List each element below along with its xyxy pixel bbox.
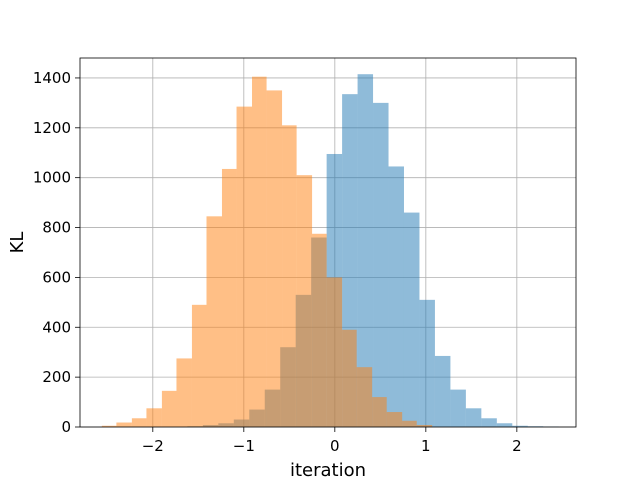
axis-ticks: −2 −1 0 1 2 0 200 400 600 800 1000 1200 1400 <box>33 69 522 455</box>
histogram-bar-series-1 <box>512 425 528 427</box>
histogram-bar-series-1 <box>496 423 513 427</box>
y-tick-label: 1400 <box>33 69 71 87</box>
y-tick-label: 800 <box>42 219 71 237</box>
histogram-bar-series-2 <box>221 168 237 427</box>
y-tick-label: 600 <box>42 268 71 286</box>
x-tick-label: 0 <box>330 437 340 455</box>
y-tick-label: 200 <box>42 368 71 386</box>
histogram-bar-series-2 <box>296 175 313 427</box>
histogram-bar-series-2 <box>386 412 403 427</box>
y-tick-label: 1200 <box>33 119 71 137</box>
x-tick-label: −1 <box>233 437 255 455</box>
histogram-bar-series-2 <box>342 329 357 427</box>
plot-frame <box>79 57 577 428</box>
histogram-bar-series-2 <box>312 233 327 427</box>
x-tick-label: 1 <box>421 437 431 455</box>
histogram-bar-series-1 <box>481 418 497 427</box>
histogram-bar-series-2 <box>402 420 417 427</box>
histogram-bar-series-2 <box>176 358 192 427</box>
histogram-bar-series-1 <box>403 212 420 427</box>
histogram-bar-series-2 <box>266 90 283 427</box>
histogram-bars <box>101 74 559 428</box>
histogram-bar-series-2 <box>236 106 253 428</box>
histogram-bar-series-1 <box>465 408 482 427</box>
histogram-bar-series-1 <box>450 389 466 427</box>
histogram-bar-series-2 <box>206 216 222 427</box>
y-tick-label: 400 <box>42 318 71 336</box>
y-axis-label: KL <box>7 232 28 254</box>
x-axis-label: iteration <box>290 460 366 480</box>
y-tick-label: 1000 <box>33 169 71 187</box>
histogram-bar-series-2 <box>416 425 433 427</box>
histogram-bar-series-2 <box>191 304 207 427</box>
histogram-bar-series-1 <box>434 355 451 427</box>
x-tick-label: 2 <box>512 437 522 455</box>
histogram-bar-series-2 <box>372 397 387 427</box>
histogram-bar-series-2 <box>161 390 177 427</box>
histogram-bar-series-2 <box>116 422 132 427</box>
histogram-bar-series-1 <box>373 102 389 427</box>
x-tick-label: −2 <box>142 437 164 455</box>
histogram-bar-series-2 <box>326 277 343 427</box>
histogram-bar-series-1 <box>357 74 374 427</box>
histogram-bar-series-2 <box>252 76 267 427</box>
y-tick-label: 0 <box>61 418 71 436</box>
histogram-bar-series-2 <box>101 425 117 427</box>
histogram-bar-series-2 <box>146 408 162 427</box>
histogram-bar-series-2 <box>282 125 297 427</box>
histogram-bar-series-1 <box>388 166 404 427</box>
histogram-bar-series-2 <box>356 367 373 427</box>
histogram-bar-series-2 <box>131 418 147 427</box>
histogram-bar-series-1 <box>419 299 435 427</box>
